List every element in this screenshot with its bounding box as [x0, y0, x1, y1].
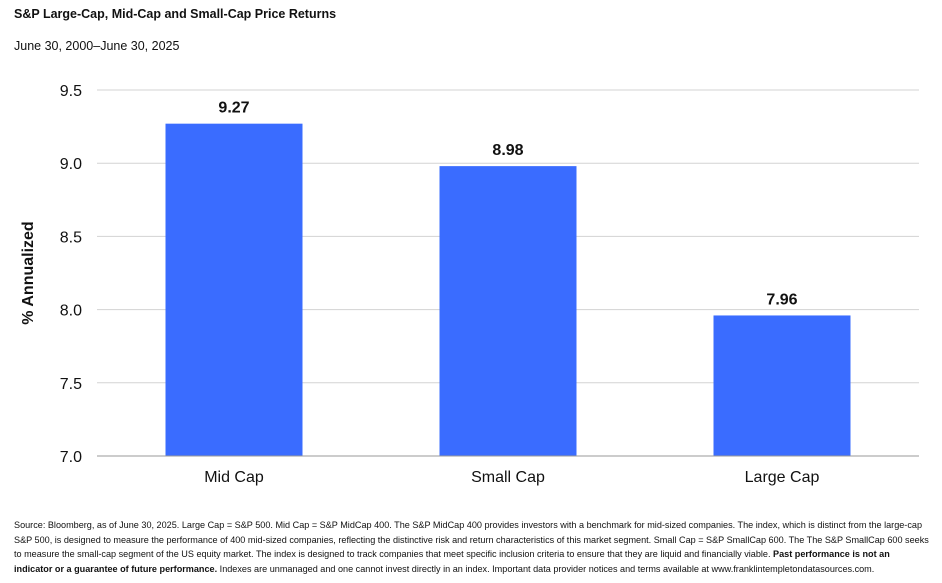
data-label: 8.98	[492, 142, 523, 159]
bars	[165, 123, 851, 457]
data-label: 7.96	[766, 291, 797, 308]
y-tick-label: 9.0	[60, 156, 82, 173]
bar-small-cap	[439, 166, 577, 457]
source-footnote: Source: Bloomberg, as of June 30, 2025. …	[14, 518, 930, 576]
footnote-disclaimer: Past performance is not an indicator or …	[14, 549, 890, 574]
footnote-text: Source: Bloomberg, as of June 30, 2025. …	[14, 520, 929, 559]
x-axis-ticks: Mid Cap Small Cap Large Cap	[204, 469, 819, 486]
x-tick-label: Large Cap	[745, 469, 820, 486]
data-labels: 9.27 8.98 7.96	[218, 100, 797, 309]
y-tick-label: 9.5	[60, 83, 82, 100]
y-tick-label: 7.5	[60, 376, 82, 393]
y-axis-label: % Annualized	[20, 221, 37, 324]
bar-large-cap	[713, 315, 851, 456]
x-tick-label: Small Cap	[471, 469, 545, 486]
chart-title: S&P Large-Cap, Mid-Cap and Small-Cap Pri…	[14, 7, 337, 21]
chart-subtitle: June 30, 2000–June 30, 2025	[14, 39, 180, 53]
y-tick-label: 7.0	[60, 449, 82, 466]
bar-mid-cap	[165, 123, 303, 456]
data-label: 9.27	[218, 100, 249, 117]
y-axis-ticks: 7.0 7.5 8.0 8.5 9.0 9.5	[60, 83, 82, 466]
footnote-tail: Indexes are unmanaged and one cannot inv…	[217, 563, 875, 574]
x-tick-label: Mid Cap	[204, 469, 264, 486]
y-tick-label: 8.5	[60, 229, 82, 246]
y-tick-label: 8.0	[60, 303, 82, 320]
bar-chart: 7.0 7.5 8.0 8.5 9.0 9.5 9.27 8.98 7.96 Mid Cap S…	[20, 83, 919, 486]
